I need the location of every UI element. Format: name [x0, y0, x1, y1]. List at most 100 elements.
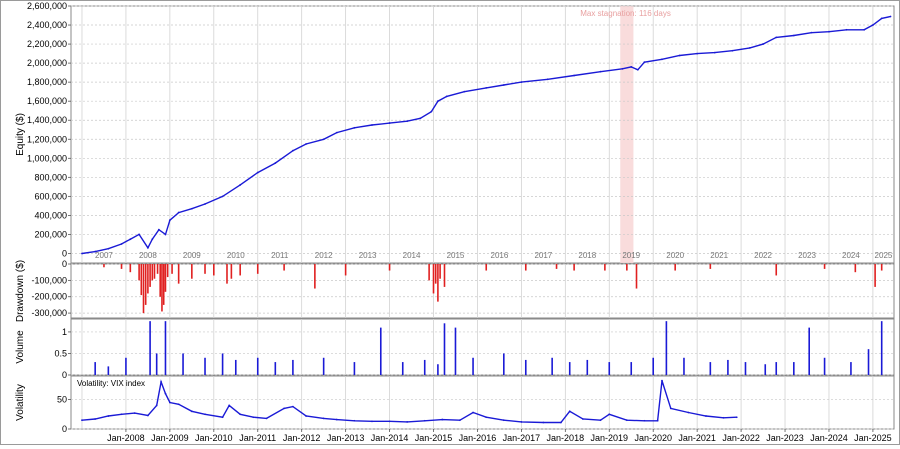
- y-tick-label: 0: [62, 424, 67, 434]
- x-tick-label: Jan-2022: [722, 433, 760, 443]
- y-tick-label: 1,000,000: [27, 153, 67, 163]
- y-tick-label: 50: [57, 395, 67, 405]
- drawdown-bar: [626, 264, 628, 271]
- data-point: [353, 419, 356, 422]
- equity-axis-label: Equity ($): [15, 113, 26, 156]
- data-point: [274, 162, 277, 164]
- drawdown-bar: [151, 264, 154, 281]
- drawdown-bar: [555, 264, 558, 269]
- data-point: [722, 416, 725, 419]
- data-point: [472, 411, 474, 414]
- drawdown-bar: [191, 264, 193, 279]
- data-point: [872, 24, 874, 26]
- volume-bar: [125, 357, 127, 375]
- x-tick-label: Jan-2017: [503, 433, 541, 443]
- data-point: [419, 117, 422, 120]
- data-point: [204, 413, 206, 416]
- drawdown-bar: [432, 264, 435, 294]
- data-point: [828, 30, 830, 33]
- year-label: 2007: [95, 251, 113, 260]
- data-point: [322, 138, 325, 141]
- data-point: [502, 84, 505, 86]
- data-point: [81, 419, 83, 422]
- year-label: 2019: [622, 251, 640, 260]
- data-point: [441, 418, 444, 421]
- data-point: [252, 416, 255, 419]
- volume-bar: [568, 362, 571, 375]
- x-tick-label: Jan-2020: [634, 433, 672, 443]
- data-point: [204, 203, 206, 205]
- x-tick-label: Jan-2012: [283, 433, 321, 443]
- data-point: [283, 407, 286, 410]
- data-point: [335, 131, 338, 134]
- volume-bar: [94, 362, 96, 375]
- data-point: [546, 78, 549, 81]
- y-tick-label: 1,600,000: [27, 96, 67, 106]
- y-tick-label: -200,000: [31, 292, 67, 302]
- y-tick-label: 2,400,000: [27, 20, 67, 30]
- data-point: [661, 58, 663, 61]
- data-point: [265, 417, 268, 420]
- drawdown-bar: [239, 264, 241, 276]
- data-point: [190, 207, 193, 210]
- volume-axis-label: Volume: [15, 330, 26, 364]
- data-point: [792, 34, 795, 37]
- x-tick-label: Jan-2015: [415, 433, 453, 443]
- data-point: [437, 100, 439, 103]
- data-point: [256, 171, 259, 174]
- year-label: 2015: [447, 251, 465, 260]
- data-point: [502, 419, 505, 422]
- volume-bar: [764, 364, 767, 375]
- year-label: 2020: [666, 251, 684, 260]
- drawdown-bar: [524, 264, 527, 271]
- data-point: [669, 407, 672, 410]
- year-label: 2008: [139, 251, 157, 260]
- data-point: [735, 416, 738, 419]
- data-point: [406, 120, 409, 123]
- data-point: [520, 81, 523, 84]
- data-point: [458, 419, 461, 422]
- data-point: [485, 86, 488, 89]
- y-tick-label: 600,000: [34, 191, 67, 201]
- data-point: [687, 411, 690, 414]
- data-point: [151, 238, 154, 241]
- drawdown-bar: [485, 264, 488, 271]
- plot-area: [70, 318, 895, 376]
- data-point: [388, 420, 391, 423]
- drawdown-bar: [604, 264, 606, 271]
- volume-bar: [107, 366, 110, 375]
- y-tick-label: 1,200,000: [27, 134, 67, 144]
- y-tick-label: 400,000: [34, 210, 67, 220]
- year-label: 2023: [798, 251, 816, 260]
- data-point: [485, 416, 488, 419]
- x-tick-label: Jan-2014: [371, 433, 409, 443]
- data-point: [228, 404, 231, 407]
- volume-bar: [274, 362, 277, 375]
- data-point: [696, 52, 699, 55]
- volume-bar: [880, 321, 883, 375]
- drawdown-bar: [120, 264, 123, 269]
- data-point: [705, 415, 707, 417]
- data-point: [371, 420, 373, 423]
- stagnation-band: [620, 6, 634, 263]
- drawdown-bar: [437, 264, 439, 302]
- volume-bar: [744, 362, 747, 375]
- x-tick-label: Jan-2019: [591, 433, 629, 443]
- year-label: 2024: [842, 251, 860, 260]
- year-label: 2018: [578, 251, 596, 260]
- volatility-axis-label: Volatility: [15, 384, 26, 421]
- data-point: [748, 46, 751, 49]
- x-tick-label: Jan-2025: [854, 433, 892, 443]
- data-point: [643, 61, 646, 64]
- drawdown-bar: [314, 264, 316, 289]
- drawdown-bar: [149, 264, 151, 287]
- year-label: 2025: [875, 251, 893, 260]
- volume-bar: [850, 362, 852, 375]
- data-point: [863, 28, 866, 31]
- drawdown-bar: [171, 264, 173, 274]
- data-point: [880, 17, 883, 20]
- y-tick-label: 2,200,000: [27, 39, 67, 49]
- plot-area: [70, 5, 895, 264]
- drawdown-bar: [880, 264, 883, 271]
- year-label: 2010: [227, 251, 245, 260]
